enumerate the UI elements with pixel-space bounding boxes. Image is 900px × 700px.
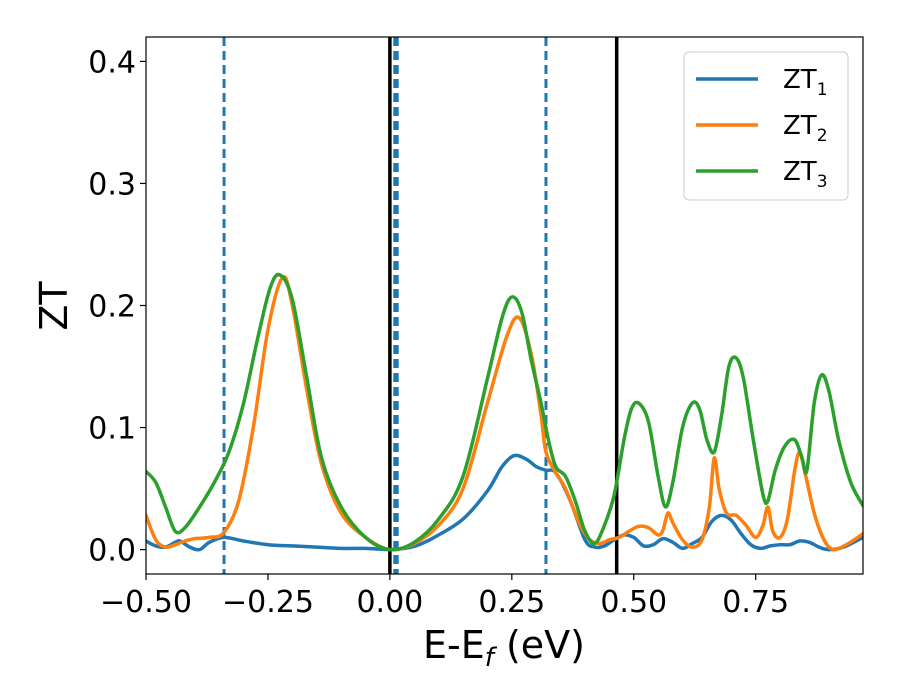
series-layer: [146, 272, 863, 552]
legend-label-main: ZT: [783, 111, 817, 141]
x-tick-label: 0.25: [478, 585, 545, 620]
series-line-zt2: [146, 274, 863, 552]
x-tick-label: −0.25: [222, 585, 314, 620]
series-line-zt3: [146, 272, 863, 552]
y-axis: 0.0 0.1 0.2 0.3 0.4: [88, 45, 146, 569]
x-axis-title: E-Ef (eV): [423, 623, 585, 673]
legend-label-zt1: ZT1: [783, 65, 828, 100]
y-tick-label: 0.1: [88, 412, 136, 447]
legend-label-main: ZT: [783, 157, 817, 187]
legend-label-sub: 2: [817, 126, 828, 146]
x-tick-label: 0.00: [356, 585, 423, 620]
x-tick-label: 0.75: [722, 585, 789, 620]
legend-label-main: ZT: [783, 65, 817, 95]
x-axis: −0.50 −0.25 0.00 0.25 0.50 0.75: [100, 574, 789, 620]
x-axis-title-main: E-E: [423, 623, 485, 667]
y-tick-label: 0.0: [88, 534, 136, 569]
legend-label-sub: 3: [817, 172, 828, 192]
legend-box: [683, 51, 849, 201]
y-axis-title: ZT: [32, 281, 76, 331]
x-tick-label: 0.50: [600, 585, 667, 620]
x-axis-title-unit: (eV): [494, 623, 585, 667]
y-tick-label: 0.2: [88, 290, 136, 325]
x-tick-label: −0.50: [100, 585, 192, 620]
legend-label-sub: 1: [817, 80, 828, 100]
y-tick-label: 0.3: [88, 167, 136, 202]
legend-label-zt2: ZT2: [783, 111, 828, 146]
y-tick-label: 0.4: [88, 45, 136, 80]
legend-label-zt3: ZT3: [783, 157, 828, 192]
reference-lines: [222, 37, 619, 574]
